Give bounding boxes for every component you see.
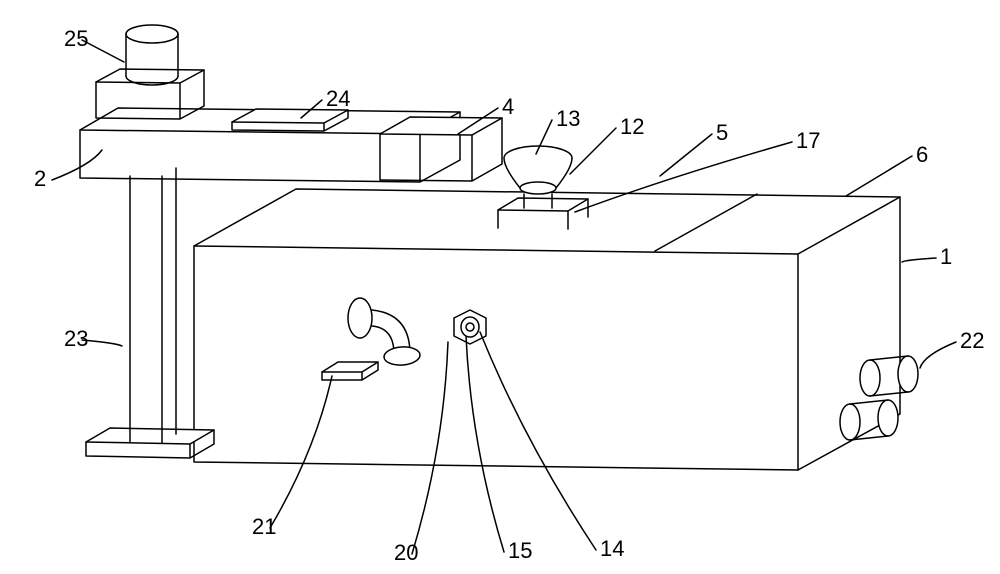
- leader-21: [270, 376, 332, 528]
- top-seam-5-6: [655, 194, 757, 251]
- box-25-top: [96, 69, 204, 83]
- label-12: 12: [620, 114, 644, 139]
- label-17: 17: [796, 128, 820, 153]
- leader-5: [660, 134, 712, 176]
- leader-20: [412, 342, 448, 554]
- outlet-pipes: [840, 356, 918, 440]
- tank-front-edge: [194, 246, 798, 470]
- leader-22: [920, 342, 956, 368]
- tank-right-top-edge: [798, 197, 900, 254]
- label-20: 20: [394, 540, 418, 565]
- column-verticals: [130, 168, 176, 443]
- technical-figure: 252441312517621232221201514: [0, 0, 1000, 574]
- leader-14: [480, 332, 596, 550]
- label-25: 25: [64, 26, 88, 51]
- label-13: 13: [556, 106, 580, 131]
- label-1: 1: [940, 244, 952, 269]
- label-14: 14: [600, 536, 624, 561]
- label-21: 21: [252, 514, 276, 539]
- label-23: 23: [64, 326, 88, 351]
- stand-top: [498, 198, 588, 211]
- leader-17: [575, 142, 792, 212]
- tank-outline: [194, 189, 900, 470]
- column-foot-top: [86, 428, 214, 444]
- label-5: 5: [716, 120, 728, 145]
- leader-12: [570, 128, 616, 174]
- label-6: 6: [916, 142, 928, 167]
- label-2: 2: [34, 166, 46, 191]
- leader-15: [466, 336, 504, 552]
- label-4: 4: [502, 94, 514, 119]
- leader-2: [52, 150, 102, 180]
- hex-plug: [454, 310, 486, 344]
- leader-1: [902, 258, 936, 262]
- cyl-25-top: [126, 25, 178, 43]
- elbow-pipe: [322, 298, 421, 380]
- leader-6: [846, 156, 912, 196]
- label-15: 15: [508, 538, 532, 563]
- funnel-bottom: [520, 182, 556, 194]
- label-24: 24: [326, 86, 350, 111]
- label-22: 22: [960, 328, 984, 353]
